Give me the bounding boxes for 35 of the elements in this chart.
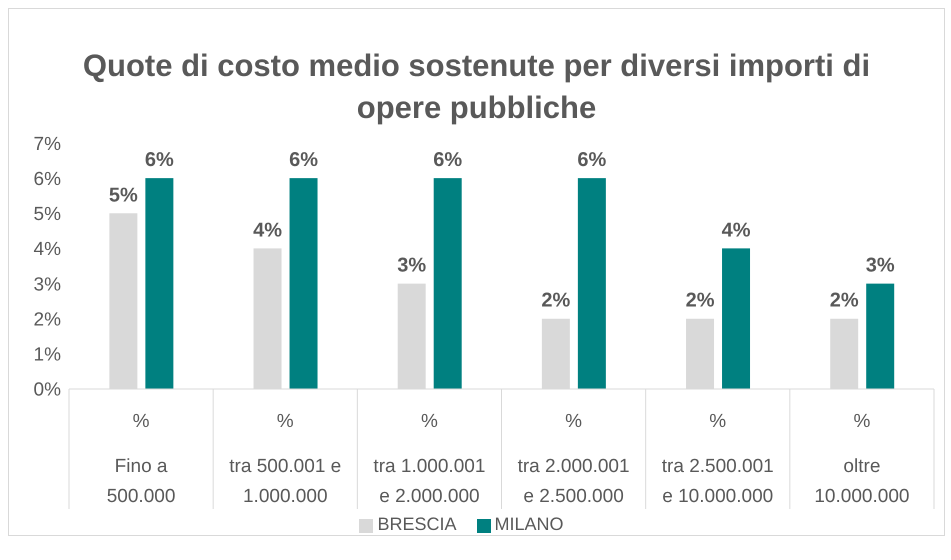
bar <box>722 248 750 389</box>
y-tick-label: 1% <box>34 344 62 366</box>
category-label: % tra 2.000.001 e 2.500.000 <box>518 411 630 507</box>
legend-label: BRESCIA <box>377 514 456 534</box>
data-label: 6% <box>144 149 174 172</box>
bar <box>578 178 606 389</box>
y-tick-label: 3% <box>34 274 62 296</box>
category-label: % Fino a 500.000 <box>106 411 176 507</box>
bar <box>866 284 894 389</box>
data-label: 3% <box>397 254 426 277</box>
data-label: 6% <box>433 149 462 172</box>
y-tick-label: 2% <box>34 309 62 330</box>
chart-title: Quote di costo medio sostenute per diversi importi di opere pubbliche <box>82 47 872 127</box>
bar <box>434 178 462 389</box>
bar <box>145 178 174 389</box>
data-label: 4% <box>722 219 751 242</box>
category-label: % oltre 10.000.000 <box>814 411 910 507</box>
legend-label: MILANO <box>494 514 564 534</box>
data-label: 3% <box>866 254 895 277</box>
category-label: % tra 2.500.001 e 10.000.000 <box>662 411 774 507</box>
data-label: 2% <box>830 290 859 312</box>
data-label: 4% <box>253 219 282 242</box>
data-label: 2% <box>541 290 571 312</box>
data-label: 2% <box>686 290 715 312</box>
data-label: 5% <box>108 184 138 206</box>
data-label: 6% <box>289 149 318 172</box>
data-label: 6% <box>577 149 607 172</box>
bar <box>290 178 318 389</box>
y-tick-label: 5% <box>34 204 62 226</box>
y-tick-label: 7% <box>34 134 62 155</box>
y-tick-label: 0% <box>34 380 62 401</box>
y-tick-label: 4% <box>34 239 62 260</box>
category-label: % tra 1.000.001 e 2.000.000 <box>373 411 486 507</box>
category-label: % tra 500.001 e 1.000.000 <box>229 411 342 507</box>
y-tick-label: 6% <box>34 168 62 190</box>
